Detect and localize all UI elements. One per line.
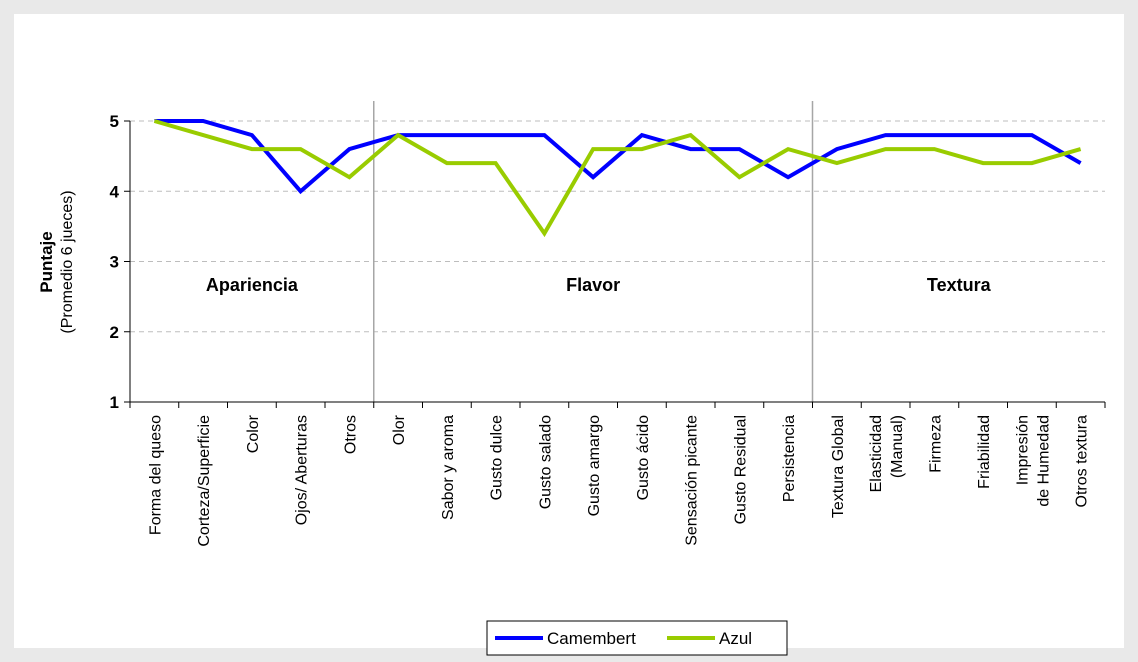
y-tick-label: 4 <box>110 182 120 201</box>
y-tick-label: 2 <box>110 323 119 342</box>
x-tick-label-group: Gusto dulce <box>489 415 506 500</box>
x-tick-label: Otros textura <box>1074 415 1091 508</box>
x-tick-label-group: Gusto ácido <box>635 415 652 500</box>
x-tick-label-group: Otros textura <box>1074 415 1091 508</box>
x-tick-label-group: Persistencia <box>781 415 798 502</box>
series-line-azul <box>153 119 1082 238</box>
y-tick-label: 3 <box>110 253 119 272</box>
x-tick-label-group: Firmeza <box>927 415 944 473</box>
legend: Camembert Azul <box>486 620 788 656</box>
section-label: Flavor <box>566 275 620 295</box>
x-tick-label: Impresión de Humedad <box>1014 415 1052 507</box>
y-tick-label: 1 <box>110 393 119 412</box>
x-tick-label-group: Gusto amargo <box>586 415 603 516</box>
x-tick-label-group: Elasticidad (Manual) <box>868 415 906 492</box>
y-axis-title: Puntaje (Promedio 6 jueces) <box>37 190 76 333</box>
x-tick-label: Sabor y aroma <box>440 415 457 520</box>
x-tick-label-group: Otros <box>342 415 359 454</box>
section-labels: Apariencia Flavor Textura <box>206 275 992 295</box>
axes <box>124 120 1106 408</box>
x-tick-label-group: Sensación picante <box>684 415 701 546</box>
x-tick-label: Persistencia <box>781 415 798 502</box>
section-separators <box>373 101 814 402</box>
x-tick-label-group: Color <box>245 414 262 453</box>
x-tick-label: Olor <box>391 414 408 445</box>
x-tick-label-group: Ojos/ Aberturas <box>294 415 311 525</box>
x-tick-label: Gusto dulce <box>489 415 506 500</box>
x-tick-label-group: Olor <box>391 414 408 445</box>
x-tick-label: Gusto ácido <box>635 415 652 500</box>
x-tick-label-group: Textura Global <box>830 415 847 518</box>
series-line-camembert <box>154 119 1082 195</box>
x-tick-label: Gusto Residual <box>732 415 749 524</box>
section-label: Apariencia <box>206 275 299 295</box>
x-tick-label: Textura Global <box>830 415 847 518</box>
series-lines <box>153 119 1082 238</box>
x-tick-label-group: Corteza/Superficie <box>196 415 213 547</box>
x-tick-label: Otros <box>342 415 359 454</box>
x-tick-label: Firmeza <box>927 415 944 473</box>
x-tick-label: Corteza/Superficie <box>196 415 213 547</box>
y-tick-label: 5 <box>110 112 119 131</box>
x-tick-label: Elasticidad (Manual) <box>868 415 906 492</box>
x-tick-label: Friabilidad <box>976 415 993 489</box>
x-tick-label-group: Impresión de Humedad <box>1014 415 1052 507</box>
x-tick-label-group: Sabor y aroma <box>440 415 457 520</box>
legend-label: Azul <box>719 629 752 648</box>
y-axis-label: Puntaje <box>37 231 56 292</box>
x-tick-label: Sensación picante <box>684 415 701 546</box>
section-label: Textura <box>927 275 992 295</box>
x-tick-label: Gusto amargo <box>586 415 603 516</box>
x-tick-label-group: Friabilidad <box>976 415 993 489</box>
x-tick-label: Gusto salado <box>537 415 554 509</box>
x-tick-labels: Forma del queso Corteza/Superficie Color Oj… <box>147 414 1090 546</box>
legend-box <box>486 620 788 656</box>
x-tick-label: Forma del queso <box>147 415 164 535</box>
y-axis-sublabel: (Promedio 6 jueces) <box>59 190 76 333</box>
x-tick-label: Ojos/ Aberturas <box>294 415 311 525</box>
x-tick-label-group: Gusto Residual <box>732 415 749 524</box>
x-tick-label-group: Gusto salado <box>537 415 554 509</box>
x-tick-label-group: Forma del queso <box>147 415 164 535</box>
x-tick-label: Color <box>245 414 262 453</box>
legend-label: Camembert <box>547 629 636 648</box>
y-tick-labels: 1 2 3 4 5 <box>110 112 120 412</box>
gridlines <box>130 120 1105 333</box>
